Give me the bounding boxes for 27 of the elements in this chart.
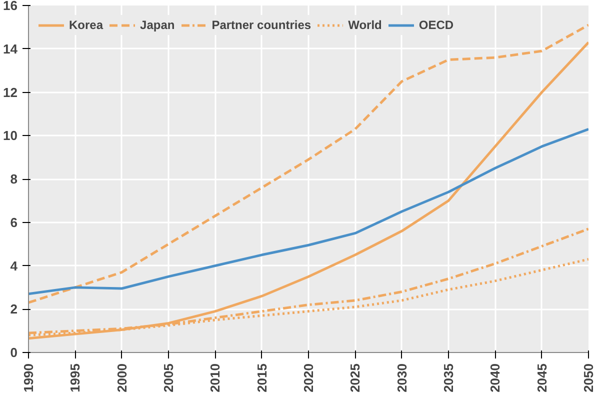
- x-tick-label: 2025: [348, 364, 363, 392]
- legend-label: Partner countries: [212, 18, 312, 32]
- y-tick-label: 12: [3, 84, 18, 100]
- y-tick-label: 0: [10, 345, 18, 360]
- legend-label: OECD: [418, 18, 454, 32]
- x-tick-label: 2020: [301, 364, 316, 392]
- y-tick-label: 4: [10, 258, 18, 274]
- x-tick-label: 1990: [21, 364, 36, 392]
- y-tick-label: 2: [10, 302, 18, 317]
- y-tick-label: 14: [3, 41, 18, 56]
- y-tick-label: 16: [3, 0, 18, 13]
- legend-label: Japan: [140, 18, 175, 32]
- legend-label: Korea: [69, 18, 104, 32]
- y-tick-label: 8: [10, 172, 18, 186]
- x-tick-label: 2015: [254, 364, 270, 392]
- x-tick-label: 2040: [488, 364, 503, 392]
- x-tick-label: 2035: [441, 364, 456, 392]
- x-tick-label: 1995: [68, 364, 83, 392]
- x-tick-label: 2045: [534, 364, 550, 392]
- y-tick-label: 10: [3, 128, 18, 144]
- x-tick-label: 2030: [394, 364, 410, 392]
- x-tick-label: 2005: [161, 364, 176, 392]
- x-tick-label: 2000: [114, 364, 130, 392]
- x-tick-label: 2010: [208, 364, 223, 392]
- x-tick-label: 2050: [581, 364, 596, 392]
- legend-label: World: [348, 18, 382, 32]
- y-tick-label: 6: [10, 214, 18, 230]
